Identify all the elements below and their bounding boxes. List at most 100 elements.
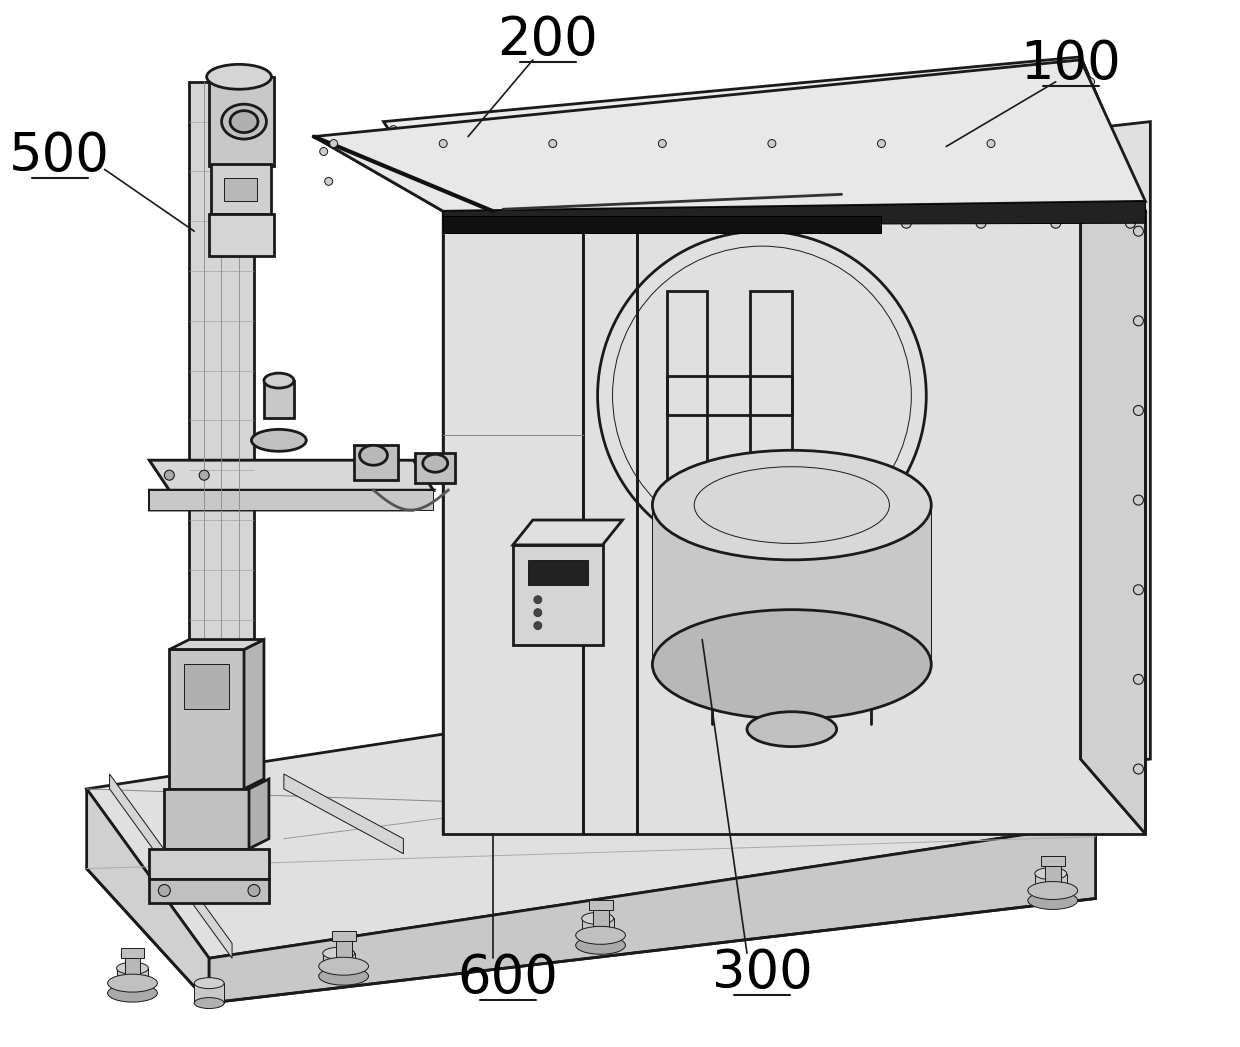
Polygon shape bbox=[353, 445, 398, 481]
Ellipse shape bbox=[582, 932, 614, 944]
Circle shape bbox=[976, 218, 986, 228]
Circle shape bbox=[1133, 764, 1143, 774]
Polygon shape bbox=[117, 968, 149, 988]
Circle shape bbox=[549, 139, 557, 148]
Polygon shape bbox=[109, 774, 232, 958]
Circle shape bbox=[534, 596, 542, 604]
Circle shape bbox=[1133, 405, 1143, 416]
Ellipse shape bbox=[108, 974, 157, 993]
Circle shape bbox=[1089, 103, 1096, 111]
Polygon shape bbox=[195, 983, 224, 1003]
Polygon shape bbox=[314, 60, 1146, 211]
Ellipse shape bbox=[1028, 882, 1078, 899]
Circle shape bbox=[1133, 674, 1143, 685]
Polygon shape bbox=[1045, 861, 1060, 891]
Circle shape bbox=[320, 148, 327, 156]
Circle shape bbox=[165, 470, 175, 481]
Polygon shape bbox=[322, 953, 355, 973]
Circle shape bbox=[1133, 495, 1143, 505]
Circle shape bbox=[534, 622, 542, 629]
Circle shape bbox=[827, 218, 837, 228]
Circle shape bbox=[603, 218, 613, 228]
Circle shape bbox=[619, 126, 626, 134]
Circle shape bbox=[248, 885, 260, 896]
Polygon shape bbox=[593, 906, 609, 935]
Polygon shape bbox=[513, 544, 603, 645]
Polygon shape bbox=[185, 665, 229, 709]
Polygon shape bbox=[264, 380, 294, 419]
Polygon shape bbox=[170, 649, 244, 789]
Ellipse shape bbox=[360, 445, 387, 465]
Ellipse shape bbox=[195, 978, 224, 988]
Ellipse shape bbox=[1035, 868, 1066, 879]
Polygon shape bbox=[120, 949, 144, 958]
Circle shape bbox=[878, 139, 885, 148]
Text: 500: 500 bbox=[10, 131, 110, 182]
Ellipse shape bbox=[264, 373, 294, 388]
Polygon shape bbox=[190, 82, 254, 833]
Circle shape bbox=[439, 139, 448, 148]
Ellipse shape bbox=[195, 998, 224, 1008]
Circle shape bbox=[389, 126, 397, 134]
Circle shape bbox=[1133, 226, 1143, 237]
Polygon shape bbox=[87, 654, 1096, 958]
Circle shape bbox=[325, 177, 332, 185]
Polygon shape bbox=[513, 520, 622, 544]
Circle shape bbox=[658, 139, 666, 148]
Circle shape bbox=[848, 126, 856, 134]
Polygon shape bbox=[443, 211, 1146, 833]
Circle shape bbox=[1092, 153, 1101, 160]
Polygon shape bbox=[383, 57, 1146, 211]
Circle shape bbox=[768, 139, 776, 148]
Polygon shape bbox=[284, 774, 403, 853]
Ellipse shape bbox=[582, 912, 614, 925]
Circle shape bbox=[1133, 316, 1143, 326]
Ellipse shape bbox=[322, 967, 355, 979]
Polygon shape bbox=[443, 201, 1146, 225]
Ellipse shape bbox=[322, 948, 355, 959]
Circle shape bbox=[200, 470, 210, 481]
Polygon shape bbox=[443, 217, 882, 233]
Ellipse shape bbox=[1035, 888, 1066, 899]
Circle shape bbox=[453, 218, 463, 228]
Polygon shape bbox=[652, 505, 931, 665]
Polygon shape bbox=[210, 824, 1096, 1003]
Ellipse shape bbox=[319, 957, 368, 975]
Polygon shape bbox=[589, 900, 613, 911]
Circle shape bbox=[534, 608, 542, 617]
Polygon shape bbox=[149, 849, 269, 878]
Ellipse shape bbox=[231, 111, 258, 133]
Polygon shape bbox=[1035, 873, 1066, 893]
Polygon shape bbox=[224, 178, 257, 201]
Text: 300: 300 bbox=[712, 948, 812, 999]
Polygon shape bbox=[336, 936, 352, 966]
Ellipse shape bbox=[423, 454, 448, 472]
Text: 200: 200 bbox=[497, 14, 598, 66]
Ellipse shape bbox=[117, 982, 149, 994]
Polygon shape bbox=[170, 640, 264, 649]
Polygon shape bbox=[314, 136, 443, 211]
Ellipse shape bbox=[652, 609, 931, 719]
Polygon shape bbox=[415, 453, 455, 483]
Polygon shape bbox=[149, 461, 433, 490]
Circle shape bbox=[159, 885, 170, 896]
Text: 600: 600 bbox=[458, 952, 558, 1004]
Circle shape bbox=[503, 126, 512, 134]
Ellipse shape bbox=[652, 450, 931, 560]
Polygon shape bbox=[528, 560, 588, 585]
Ellipse shape bbox=[252, 429, 306, 451]
Circle shape bbox=[1133, 585, 1143, 595]
Circle shape bbox=[330, 139, 337, 148]
Polygon shape bbox=[210, 76, 274, 166]
Ellipse shape bbox=[108, 984, 157, 1002]
Circle shape bbox=[733, 126, 742, 134]
Circle shape bbox=[962, 126, 970, 134]
Polygon shape bbox=[249, 779, 269, 849]
Polygon shape bbox=[582, 918, 614, 938]
Circle shape bbox=[1126, 218, 1136, 228]
Ellipse shape bbox=[575, 936, 625, 954]
Polygon shape bbox=[211, 164, 270, 215]
Ellipse shape bbox=[319, 967, 368, 985]
Polygon shape bbox=[149, 490, 433, 510]
Polygon shape bbox=[331, 932, 356, 941]
